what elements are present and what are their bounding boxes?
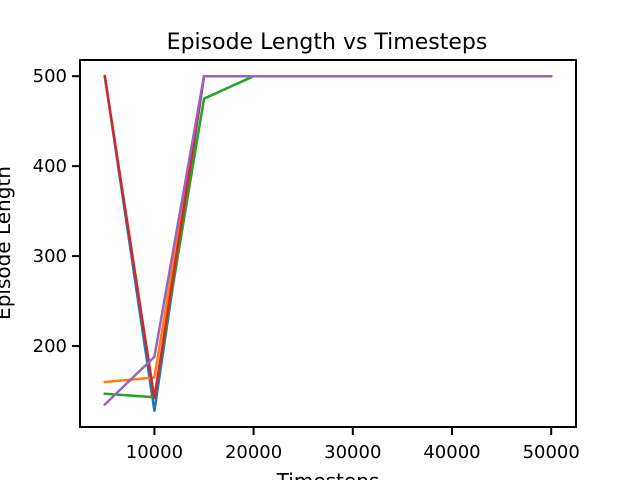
series-line-3 (103, 74, 553, 399)
x-tick-label: 10000 (126, 442, 183, 463)
x-tick-label: 30000 (324, 442, 381, 463)
series-line-5 (103, 74, 553, 407)
x-tick-label: 20000 (225, 442, 282, 463)
plot-area-frame (79, 59, 577, 428)
x-tick-label: 50000 (523, 442, 580, 463)
series-line-1 (103, 74, 553, 413)
y-tick-label: 500 (33, 66, 67, 87)
y-axis-label: Episode Length (0, 166, 15, 320)
x-axis-label: Timesteps (276, 469, 380, 480)
chart-title: Episode Length vs Timesteps (167, 30, 488, 55)
series-line-2 (103, 74, 553, 384)
series-line-4 (103, 74, 553, 400)
x-tick-label: 40000 (423, 442, 480, 463)
y-tick-label: 300 (33, 246, 67, 267)
y-tick-label: 400 (33, 156, 67, 177)
y-tick-label: 200 (33, 336, 67, 357)
